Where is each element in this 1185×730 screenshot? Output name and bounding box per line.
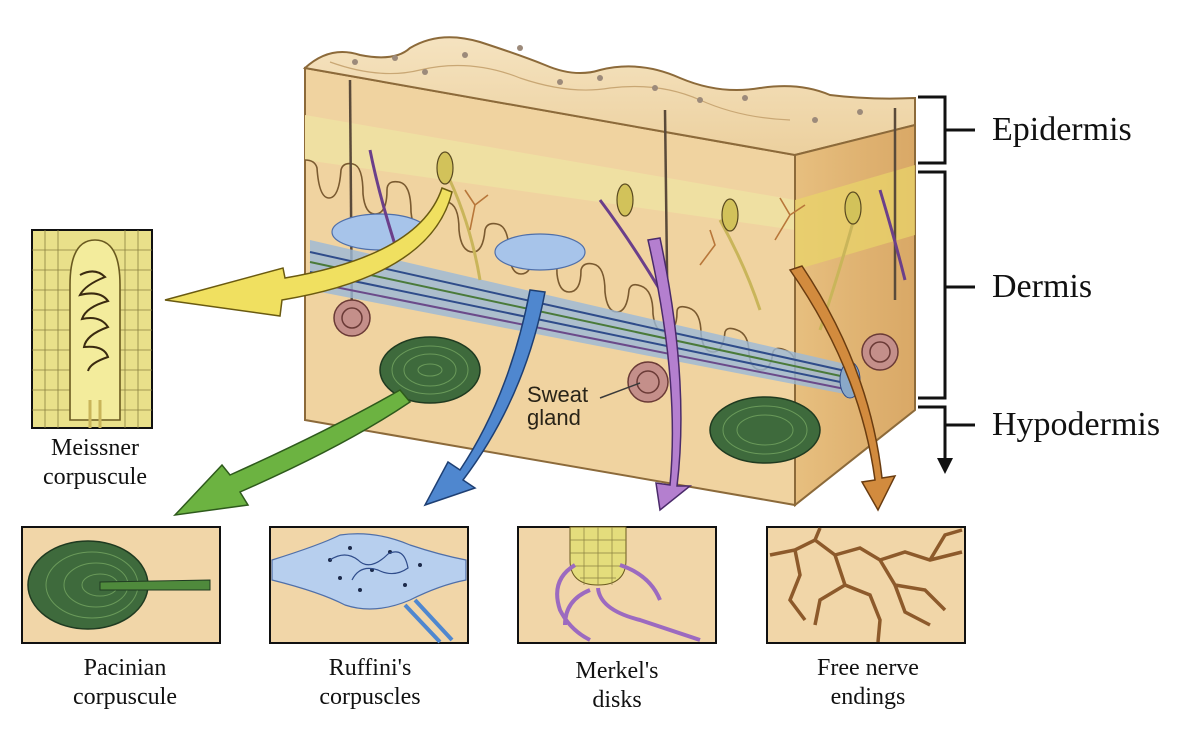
- meissner-caption-line2: corpuscule: [20, 463, 170, 492]
- meissner-caption: Meissner corpuscule: [20, 434, 170, 493]
- hypodermis-label: Hypodermis: [992, 408, 1160, 442]
- dermis-bracket: [918, 172, 975, 398]
- merkel-panel: [518, 527, 716, 643]
- ruffini-caption-line2: corpuscles: [285, 683, 455, 712]
- epidermis-bracket: [918, 97, 975, 163]
- pacinian-caption-line1: Pacinian: [40, 654, 210, 683]
- meissner-panel: [32, 230, 152, 428]
- merkel-caption-line2: disks: [527, 686, 707, 715]
- ruffini-caption-line1: Ruffini's: [285, 654, 455, 683]
- layer-brackets: [918, 97, 975, 468]
- sweat-gland-label-line2: gland: [527, 406, 588, 429]
- merkel-caption-line1: Merkel's: [527, 657, 707, 686]
- merkel-caption: Merkel's disks: [527, 657, 707, 716]
- epidermis-label: Epidermis: [992, 113, 1132, 147]
- pacinian-caption: Pacinian corpuscule: [40, 654, 210, 713]
- free-nerve-caption-line1: Free nerve: [778, 654, 958, 683]
- dermis-label: Dermis: [992, 270, 1092, 304]
- pacinian-panel: [22, 527, 220, 643]
- free-nerve-panel: [767, 527, 965, 643]
- ruffini-panel: [270, 527, 468, 643]
- free-nerve-caption-line2: endings: [778, 683, 958, 712]
- meissner-caption-line1: Meissner: [20, 434, 170, 463]
- ruffini-caption: Ruffini's corpuscles: [285, 654, 455, 713]
- pacinian-caption-line2: corpuscule: [40, 683, 210, 712]
- free-nerve-caption: Free nerve endings: [778, 654, 958, 713]
- skin-block: [305, 37, 915, 505]
- sweat-gland-label: Sweat gland: [527, 383, 588, 429]
- pacinian-arrow: [175, 390, 410, 515]
- hypodermis-arrowhead: [937, 458, 953, 474]
- sweat-gland-label-line1: Sweat: [527, 383, 588, 406]
